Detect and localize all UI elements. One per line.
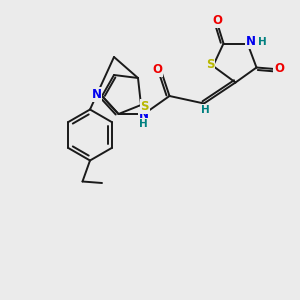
Text: S: S — [140, 100, 149, 113]
Text: S: S — [206, 58, 214, 71]
Text: O: O — [212, 14, 223, 27]
Text: H: H — [201, 105, 210, 115]
Text: H: H — [139, 119, 148, 130]
Text: N: N — [246, 35, 256, 49]
Text: N: N — [92, 88, 102, 101]
Text: H: H — [258, 37, 267, 47]
Text: O: O — [274, 62, 284, 76]
Text: O: O — [152, 63, 163, 76]
Text: N: N — [138, 107, 148, 121]
